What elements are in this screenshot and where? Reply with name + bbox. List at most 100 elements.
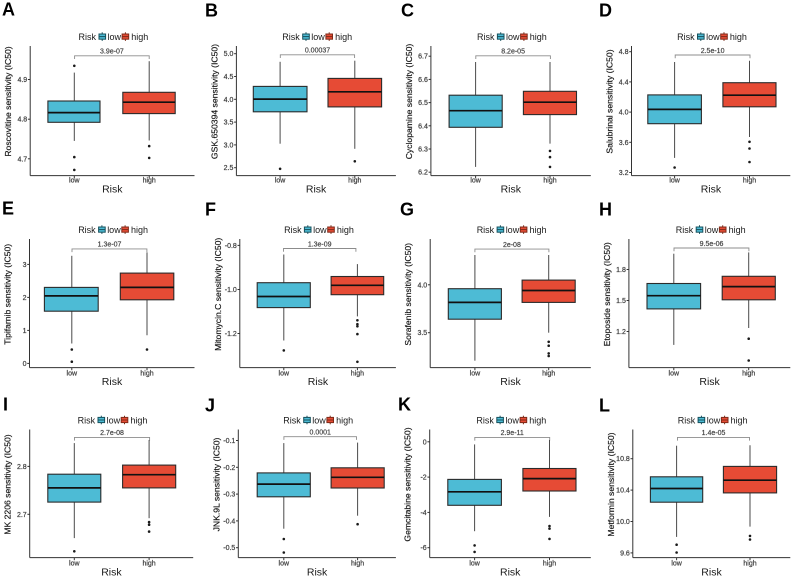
svg-text:1: 1: [23, 328, 27, 335]
svg-text:C: C: [401, 1, 414, 21]
svg-text:1.3e-09: 1.3e-09: [308, 241, 332, 248]
svg-text:Cyclopamine sensitivity (IC50): Cyclopamine sensitivity (IC50): [404, 44, 414, 160]
svg-text:F: F: [205, 200, 216, 220]
svg-text:10.8: 10.8: [616, 456, 630, 463]
svg-text:Risk: Risk: [701, 183, 722, 195]
svg-text:low: low: [470, 371, 481, 378]
svg-text:4.0: 4.0: [417, 282, 427, 289]
svg-text:Risk: Risk: [78, 416, 96, 426]
svg-text:K: K: [398, 395, 411, 415]
svg-text:low: low: [706, 32, 720, 42]
svg-text:1.8: 1.8: [616, 267, 626, 274]
svg-text:Risk: Risk: [284, 225, 302, 235]
svg-text:high: high: [131, 225, 148, 235]
svg-text:1.4e-05: 1.4e-05: [702, 430, 726, 437]
svg-text:9.5e-06: 9.5e-06: [700, 241, 724, 248]
svg-text:Salubrinal sensitivity (IC50): Salubrinal sensitivity (IC50): [605, 49, 615, 153]
svg-text:Risk: Risk: [500, 566, 521, 578]
svg-text:2e-08: 2e-08: [503, 242, 521, 249]
svg-text:Mitomycin.C sensitivity (IC50): Mitomycin.C sensitivity (IC50): [213, 238, 223, 351]
svg-text:1.5: 1.5: [616, 298, 626, 305]
svg-text:-0.2: -0.2: [223, 465, 235, 472]
svg-text:Risk: Risk: [79, 32, 97, 42]
svg-text:high: high: [543, 177, 556, 184]
svg-text:high: high: [335, 32, 352, 42]
svg-text:Risk: Risk: [477, 32, 495, 42]
svg-text:Gemcitabine sensitivity (IC50): Gemcitabine sensitivity (IC50): [403, 427, 413, 541]
svg-text:low: low: [506, 225, 520, 235]
svg-text:4.0: 4.0: [224, 97, 234, 104]
svg-text:A: A: [2, 0, 15, 20]
svg-text:high: high: [131, 32, 148, 42]
svg-text:low: low: [470, 177, 481, 184]
svg-text:0.0001: 0.0001: [309, 430, 331, 437]
svg-text:0: 0: [423, 439, 427, 446]
svg-text:Risk: Risk: [306, 183, 327, 195]
svg-text:Risk: Risk: [678, 416, 696, 426]
svg-text:high: high: [729, 225, 746, 235]
svg-text:-1.2: -1.2: [225, 331, 237, 338]
svg-text:6.3: 6.3: [418, 147, 428, 154]
svg-text:6.7: 6.7: [418, 54, 428, 61]
svg-text:high: high: [743, 177, 756, 184]
svg-text:low: low: [313, 225, 327, 235]
svg-text:H: H: [599, 200, 612, 220]
svg-text:Sorafenib sensitivity (IC50): Sorafenib sensitivity (IC50): [403, 243, 413, 346]
svg-text:-0.3: -0.3: [223, 492, 235, 499]
svg-text:low: low: [707, 416, 721, 426]
svg-text:Etoposide sensitivity (IC50): Etoposide sensitivity (IC50): [602, 242, 612, 346]
svg-text:10.4: 10.4: [616, 488, 630, 495]
svg-text:-1.0: -1.0: [225, 287, 237, 294]
svg-text:high: high: [730, 32, 747, 42]
svg-text:low: low: [671, 561, 682, 568]
svg-text:low: low: [312, 416, 326, 426]
svg-text:low: low: [311, 32, 325, 42]
svg-text:high: high: [742, 371, 755, 378]
svg-text:Metformin sensitivity (IC50): Metformin sensitivity (IC50): [606, 432, 616, 536]
svg-text:Risk: Risk: [308, 376, 329, 388]
svg-text:high: high: [529, 416, 546, 426]
svg-text:high: high: [530, 32, 547, 42]
svg-text:6.6: 6.6: [418, 77, 428, 84]
svg-text:low: low: [275, 177, 286, 184]
svg-text:high: high: [142, 561, 155, 568]
svg-text:8.2e-05: 8.2e-05: [501, 49, 525, 56]
svg-text:Risk: Risk: [102, 183, 123, 195]
svg-text:E: E: [2, 199, 14, 219]
svg-text:I: I: [3, 395, 8, 415]
svg-text:3.5: 3.5: [417, 330, 427, 337]
svg-text:low: low: [67, 371, 78, 378]
svg-text:high: high: [336, 416, 353, 426]
svg-text:3.9e-07: 3.9e-07: [100, 49, 124, 56]
svg-text:4.9: 4.9: [17, 77, 27, 84]
svg-text:4.7: 4.7: [17, 156, 27, 163]
svg-text:0: 0: [23, 361, 27, 368]
svg-text:Risk: Risk: [283, 416, 301, 426]
svg-text:Risk: Risk: [477, 225, 495, 235]
svg-text:low: low: [279, 561, 290, 568]
svg-text:2.9e-11: 2.9e-11: [501, 430, 524, 437]
svg-text:-0.8: -0.8: [225, 243, 237, 250]
svg-text:Risk: Risk: [501, 183, 522, 195]
svg-text:6.2: 6.2: [418, 170, 428, 177]
svg-text:high: high: [530, 225, 547, 235]
svg-text:Risk: Risk: [78, 225, 96, 235]
svg-text:4.0: 4.0: [619, 110, 629, 117]
svg-text:low: low: [107, 416, 121, 426]
svg-text:GSK.650394 sensitivity (IC50): GSK.650394 sensitivity (IC50): [209, 44, 219, 159]
svg-text:high: high: [140, 371, 153, 378]
svg-text:low: low: [505, 416, 519, 426]
svg-text:4.8: 4.8: [17, 117, 27, 124]
svg-text:high: high: [542, 371, 555, 378]
svg-text:Risk: Risk: [699, 376, 720, 388]
svg-text:high: high: [351, 561, 364, 568]
svg-text:Risk: Risk: [701, 566, 722, 578]
svg-text:high: high: [337, 225, 354, 235]
svg-text:Risk: Risk: [676, 225, 694, 235]
svg-text:low: low: [108, 32, 122, 42]
svg-text:high: high: [130, 416, 147, 426]
svg-text:2.8: 2.8: [17, 464, 27, 471]
svg-text:3.6: 3.6: [619, 140, 629, 147]
svg-text:Roscovitine sensitivity (IC50): Roscovitine sensitivity (IC50): [3, 46, 13, 156]
svg-text:D: D: [599, 1, 612, 21]
